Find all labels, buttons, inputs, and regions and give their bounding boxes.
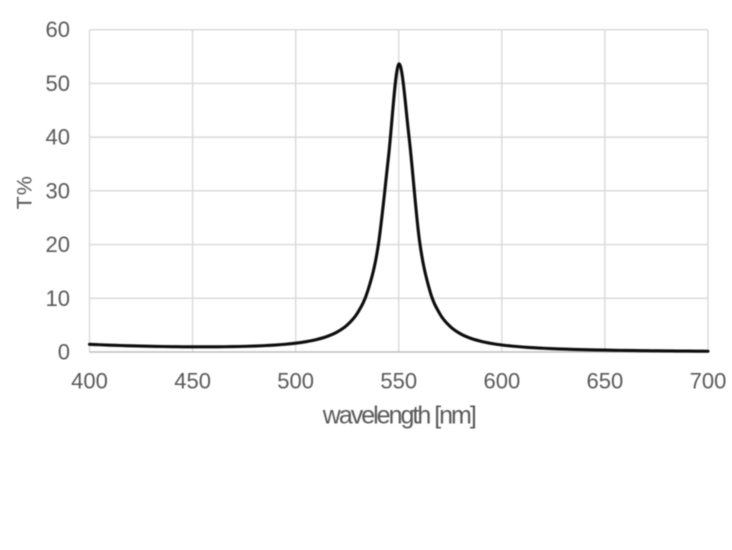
svg-text:450: 450 [174, 369, 211, 394]
svg-text:40: 40 [46, 125, 70, 150]
svg-text:550: 550 [380, 369, 417, 394]
svg-text:10: 10 [46, 286, 70, 311]
svg-text:600: 600 [483, 369, 520, 394]
svg-text:50: 50 [46, 71, 70, 96]
svg-text:wavelength [nm]: wavelength [nm] [322, 402, 476, 430]
svg-text:400: 400 [71, 369, 108, 394]
svg-text:700: 700 [690, 369, 727, 394]
svg-text:30: 30 [46, 178, 70, 203]
svg-text:20: 20 [46, 232, 70, 257]
svg-text:0: 0 [58, 340, 70, 365]
svg-text:650: 650 [587, 369, 624, 394]
svg-text:T%: T% [13, 175, 37, 209]
svg-text:500: 500 [277, 369, 314, 394]
svg-text:60: 60 [46, 17, 70, 42]
